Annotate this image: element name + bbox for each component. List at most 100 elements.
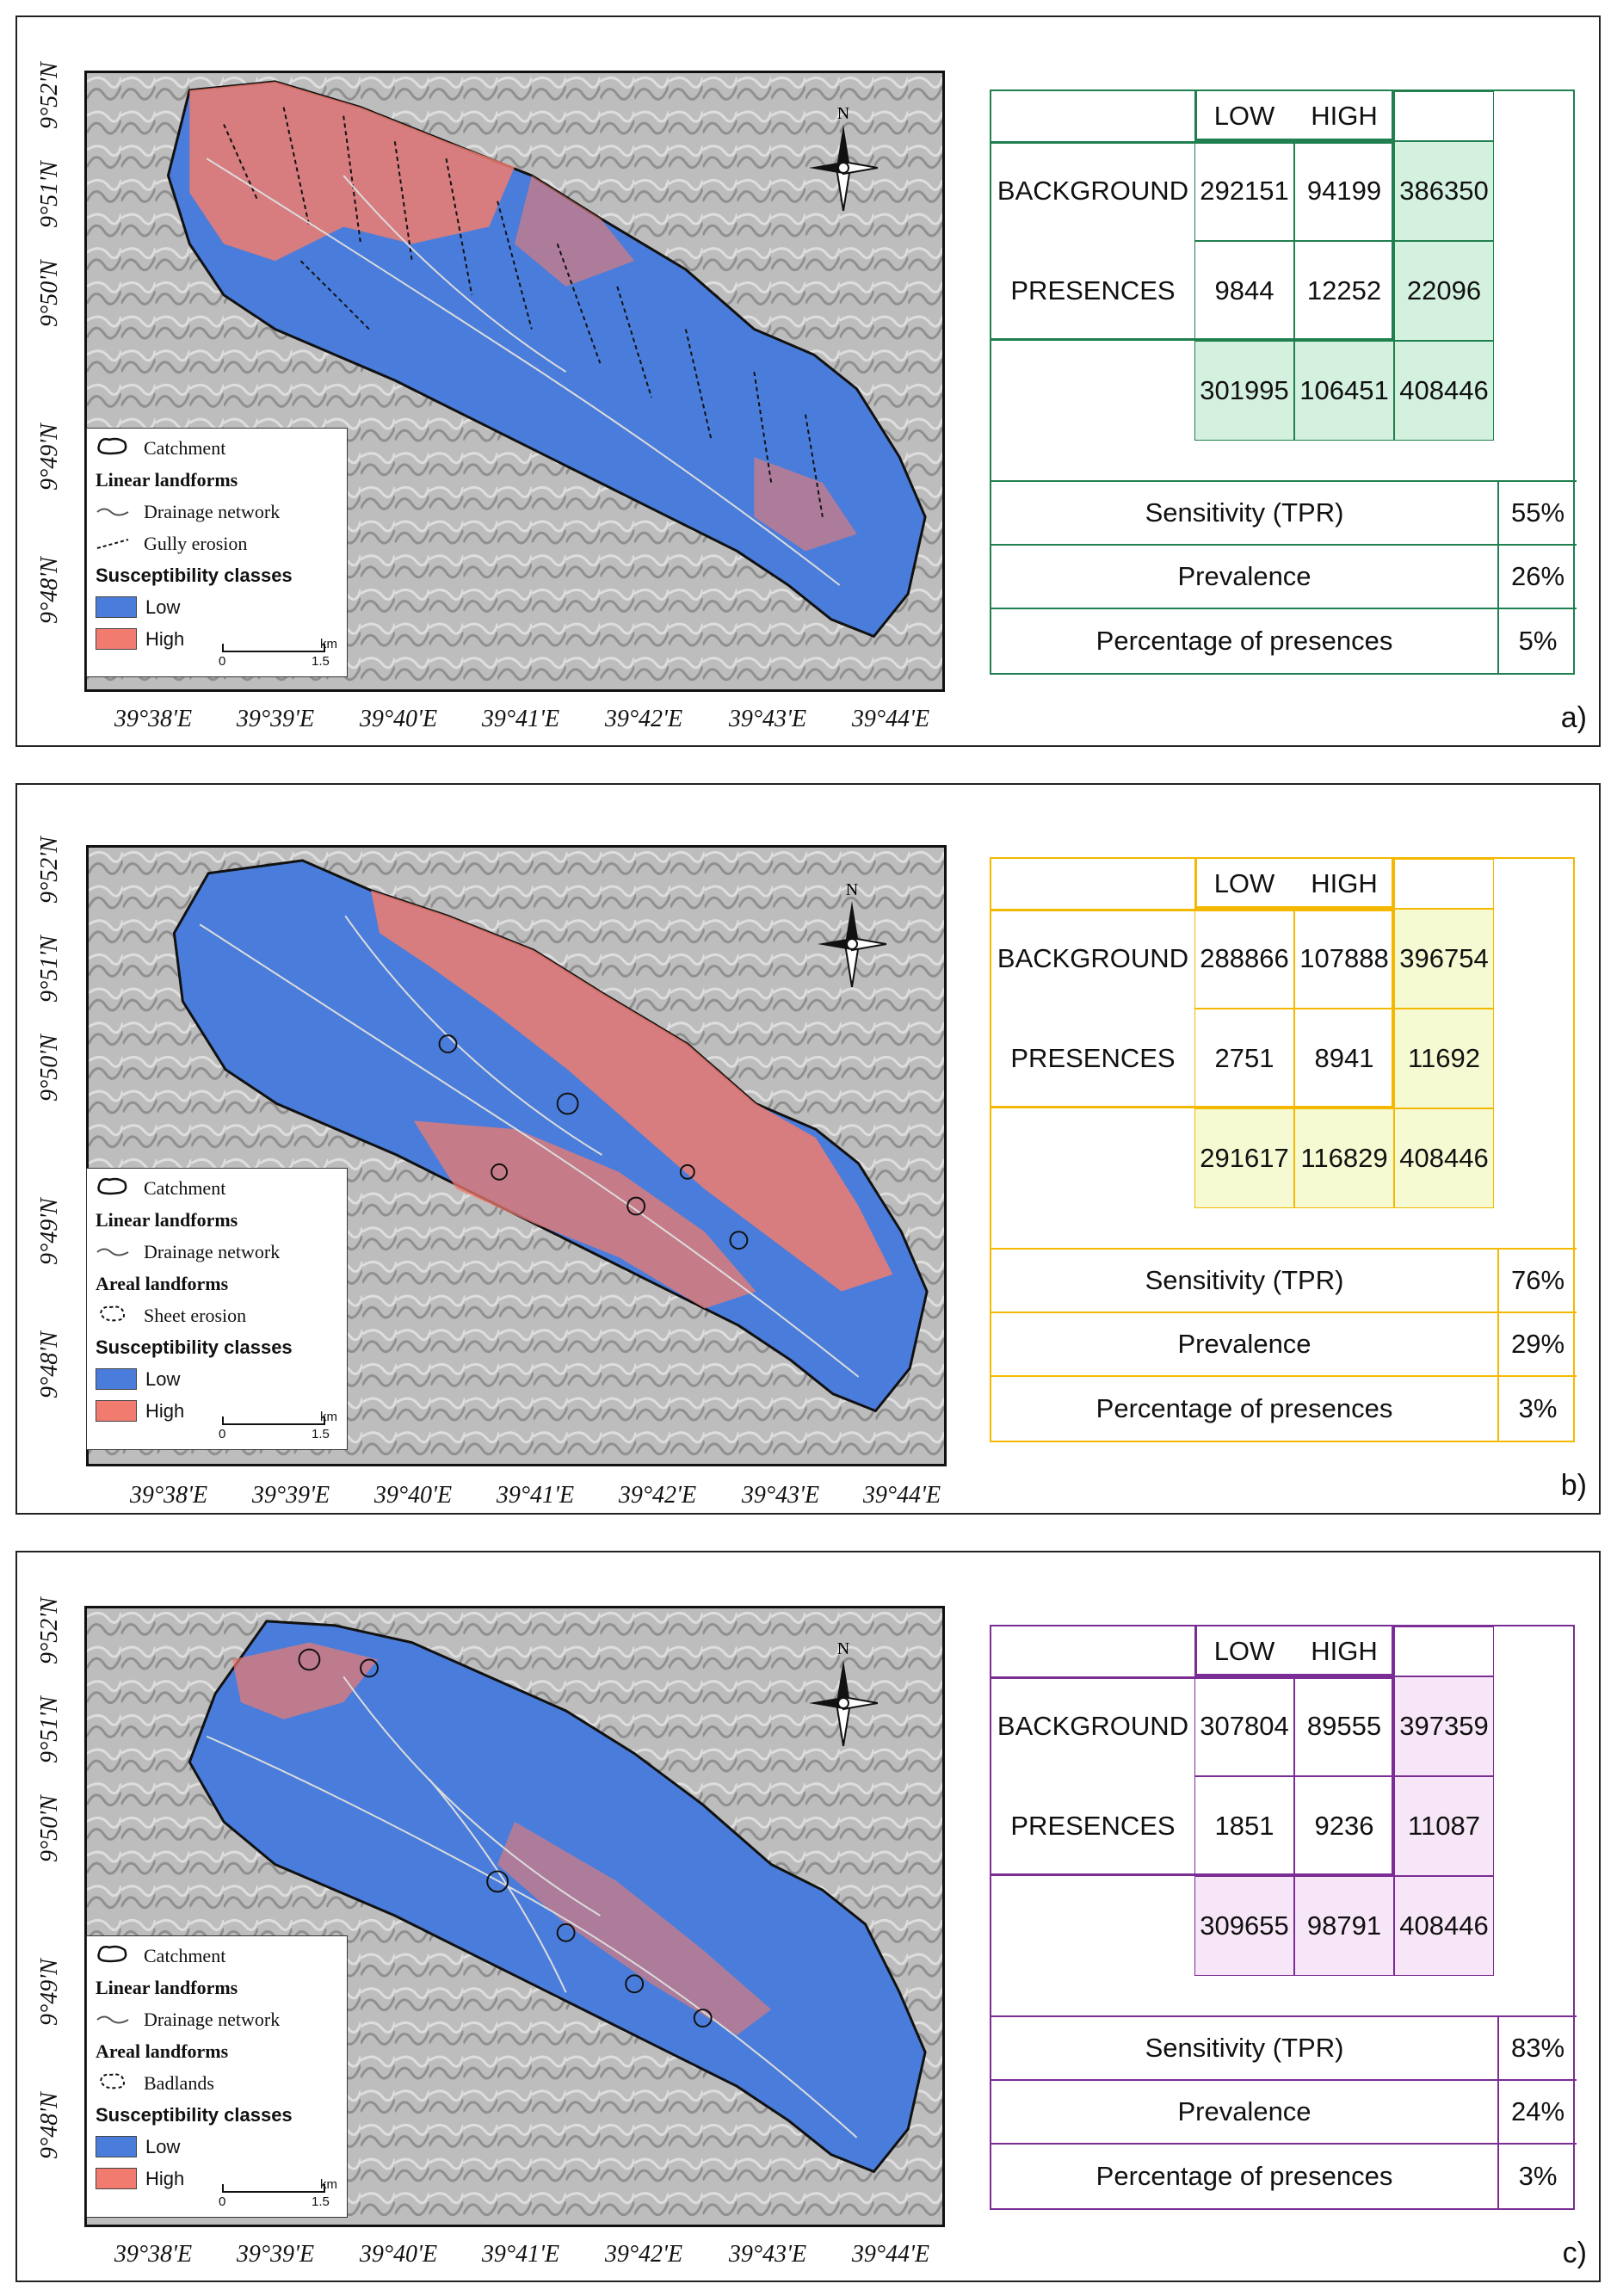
pr-high: 9236 (1314, 1811, 1374, 1841)
panel-letter: a) (1560, 701, 1587, 734)
stat-label: Sensitivity (TPR) (991, 2017, 1499, 2081)
stat-value: 24% (1499, 2081, 1577, 2145)
tot-high: 106451 (1294, 341, 1394, 441)
pr-low: 2751 (1214, 1043, 1274, 1073)
col-low: LOW (1213, 868, 1275, 898)
stat-value: 29% (1499, 1313, 1577, 1377)
row-presences: PRESENCES (1010, 1811, 1176, 1841)
stat-label: Prevalence (991, 1313, 1499, 1377)
bg-total: 396754 (1394, 909, 1494, 1009)
lon-label: 39°40'E (373, 1482, 453, 1509)
bg-total: 397359 (1394, 1676, 1494, 1776)
pr-total: 11692 (1394, 1009, 1494, 1108)
stat-label: Sensitivity (TPR) (991, 1250, 1499, 1313)
panel-letter: c) (1562, 2237, 1587, 2269)
pr-low: 9844 (1214, 275, 1274, 306)
lat-label: 9°52'N (36, 836, 63, 904)
map-legend: Catchment Linear landforms Drainage netw… (86, 1168, 348, 1450)
sheet-erosion-icon (96, 1303, 135, 1329)
gully-erosion-lines (223, 107, 824, 517)
stat-value: 3% (1518, 1393, 1558, 1423)
stat-value: 5% (1518, 626, 1558, 656)
lon-label: 39°42'E (618, 1482, 697, 1509)
pr-total: 22096 (1394, 241, 1494, 341)
tot-all: 408446 (1394, 1108, 1494, 1208)
legend-low: Low (145, 1367, 181, 1390)
pr-low: 1851 (1214, 1811, 1274, 1841)
low-swatch (96, 1368, 137, 1390)
stat-value: 26% (1499, 546, 1577, 609)
legend-low: Low (145, 2135, 181, 2157)
bg-low: 288866 (1200, 943, 1289, 973)
legend-susc-head: Susceptibility classes (96, 564, 293, 586)
panel-a: 9°52'N 9°51'N 9°50'N 9°49'N 9°48'N 39°38… (15, 15, 1601, 747)
lon-label: 39°44'E (851, 706, 930, 732)
scale-unit: km (320, 2177, 337, 2192)
bg-low: 292151 (1200, 176, 1289, 206)
pr-total: 11087 (1394, 1776, 1494, 1876)
lon-label: 39°40'E (359, 2241, 438, 2268)
gully-line-icon (96, 533, 135, 555)
tot-low: 291617 (1194, 1108, 1294, 1208)
lon-label: 39°39'E (236, 2241, 315, 2268)
tot-all: 408446 (1394, 341, 1494, 441)
lon-label: 39°39'E (236, 706, 315, 732)
high-swatch (96, 2168, 137, 2189)
north-arrow-icon: N (818, 880, 887, 991)
scale-end: 1.5 (312, 654, 330, 669)
north-label: N (846, 880, 858, 899)
low-swatch (96, 596, 137, 618)
lat-label: 9°50'N (36, 1795, 63, 1862)
north-arrow-icon: N (809, 1639, 879, 1750)
lat-label: 9°48'N (36, 557, 63, 624)
lon-label: 39°41'E (481, 706, 560, 732)
bg-low: 307804 (1200, 1711, 1289, 1741)
lon-label: 39°43'E (741, 1482, 820, 1509)
stat-value: 55% (1499, 482, 1577, 546)
pr-high: 12252 (1306, 275, 1382, 306)
col-low: LOW (1213, 101, 1275, 131)
map-legend: Catchment Linear landforms Drainage netw… (86, 428, 348, 677)
legend-high: High (145, 627, 185, 650)
col-high: HIGH (1311, 868, 1378, 898)
high-swatch (96, 628, 137, 650)
lat-label: 9°49'N (36, 423, 63, 491)
stat-label: Percentage of presences (991, 609, 1499, 673)
legend-high: High (145, 2167, 185, 2189)
lon-label: 39°42'E (604, 2241, 683, 2268)
col-high: HIGH (1311, 101, 1378, 131)
legend-second-item: Sheet erosion (144, 1304, 247, 1326)
row-presences: PRESENCES (1010, 1043, 1176, 1073)
lat-label: 9°51'N (36, 935, 63, 1003)
high-susceptibility-zone (231, 1642, 378, 1719)
scale-bar: 0 1.5 km (213, 637, 343, 671)
lon-label: 39°43'E (728, 706, 807, 732)
confusion-matrix: LOW HIGH BACKGROUND PRESENCES 307804 895… (990, 1625, 1577, 2210)
drainage-network (199, 915, 860, 1378)
north-arrow-icon: N (809, 103, 879, 215)
scale-zero: 0 (219, 2194, 226, 2209)
high-susceptibility-zone (413, 1120, 756, 1309)
bg-high: 94199 (1306, 176, 1382, 206)
lon-label: 39°44'E (862, 1482, 941, 1509)
legend-catchment: Catchment (144, 1944, 226, 1966)
scale-zero: 0 (219, 1427, 226, 1441)
pr-high: 8941 (1314, 1043, 1374, 1073)
map-legend: Catchment Linear landforms Drainage netw… (86, 1935, 348, 2218)
bg-high: 89555 (1306, 1711, 1382, 1741)
drainage-network (206, 1676, 858, 2139)
legend-drainage: Drainage network (144, 500, 281, 522)
legend-low: Low (145, 596, 181, 618)
north-label: N (837, 104, 849, 123)
lat-label: 9°52'N (36, 1597, 63, 1664)
scale-zero: 0 (219, 654, 226, 669)
legend-catchment: Catchment (144, 1176, 226, 1199)
panel-b: 9°52'N 9°51'N 9°50'N 9°49'N 9°48'N 39°38… (15, 783, 1601, 1515)
scale-bar: 0 1.5 km (213, 2177, 343, 2212)
lon-label: 39°44'E (851, 2241, 930, 2268)
legend-drainage: Drainage network (144, 2008, 281, 2030)
row-background: BACKGROUND (997, 1711, 1189, 1741)
catchment-outline-icon (96, 435, 135, 461)
row-presences: PRESENCES (1010, 275, 1176, 306)
legend-susc-head: Susceptibility classes (96, 1336, 293, 1358)
